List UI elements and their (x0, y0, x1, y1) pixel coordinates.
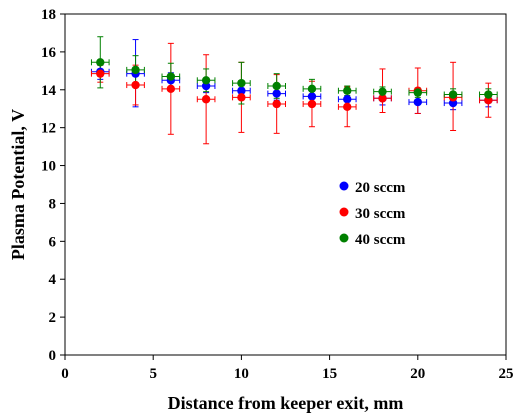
data-point-40-sccm (166, 72, 176, 81)
legend-marker (339, 181, 349, 191)
y-axis-title: Plasma Potential, V (8, 109, 28, 260)
data-point-20-sccm (413, 97, 422, 107)
data-point-40-sccm (272, 81, 281, 91)
data-point-20-sccm (307, 92, 317, 101)
data-point-30-sccm (131, 80, 140, 90)
data-point-40-sccm (413, 88, 422, 97)
x-tick-label: 10 (234, 366, 249, 382)
x-axis-title: Distance from keeper exit, mm (168, 393, 404, 413)
legend-label: 40 sccm (355, 232, 406, 248)
x-tick-label: 15 (322, 366, 337, 382)
data-point-40-sccm (131, 65, 140, 75)
data-point-20-sccm (343, 95, 352, 104)
y-tick-label: 6 (49, 234, 57, 250)
data-point-40-sccm (448, 90, 458, 99)
data-point-40-sccm (378, 87, 387, 96)
data-point-40-sccm (96, 58, 105, 67)
data-points-layer (96, 58, 493, 112)
data-point-20-sccm (237, 86, 246, 95)
x-tick-label: 0 (61, 366, 69, 382)
y-tick-label: 16 (41, 45, 57, 61)
legend: 20 sccm 30 sccm 40 sccm (339, 180, 406, 248)
x-tick-label: 5 (149, 366, 157, 382)
error-bars-layer (90, 36, 498, 145)
data-point-40-sccm (201, 76, 211, 85)
legend-item-20-sccm: 20 sccm (339, 180, 406, 196)
x-axis: 0 5 10 15 20 25 (61, 355, 513, 382)
legend-item-30-sccm: 30 sccm (339, 206, 406, 222)
legend-label: 20 sccm (355, 180, 406, 196)
data-point-30-sccm (237, 93, 246, 102)
data-point-30-sccm (378, 94, 387, 103)
legend-marker (339, 233, 349, 243)
legend-label: 30 sccm (355, 206, 406, 222)
y-tick-label: 2 (49, 310, 57, 326)
data-point-40-sccm (484, 90, 493, 99)
data-point-30-sccm (96, 69, 105, 78)
y-tick-label: 4 (49, 272, 57, 288)
x-tick-label: 25 (499, 366, 513, 382)
y-tick-label: 8 (49, 196, 57, 212)
data-point-40-sccm (307, 84, 317, 94)
data-point-30-sccm (201, 95, 211, 104)
y-tick-label: 10 (41, 159, 56, 175)
y-tick-label: 14 (41, 83, 57, 99)
y-tick-label: 12 (41, 121, 56, 137)
data-point-40-sccm (343, 86, 352, 95)
plot-area-frame (64, 13, 507, 356)
y-axis: 0 2 4 6 8 10 12 14 16 18 (41, 7, 65, 364)
data-point-40-sccm (237, 78, 246, 88)
data-point-20-sccm (272, 89, 281, 98)
y-tick-label: 18 (41, 7, 56, 23)
data-point-30-sccm (307, 99, 317, 109)
x-tick-label: 20 (410, 366, 425, 382)
legend-marker (339, 207, 349, 217)
legend-item-40-sccm: 40 sccm (339, 232, 406, 248)
y-tick-label: 0 (49, 348, 57, 364)
data-point-30-sccm (166, 84, 176, 94)
data-point-30-sccm (343, 102, 352, 112)
data-point-30-sccm (272, 99, 281, 109)
